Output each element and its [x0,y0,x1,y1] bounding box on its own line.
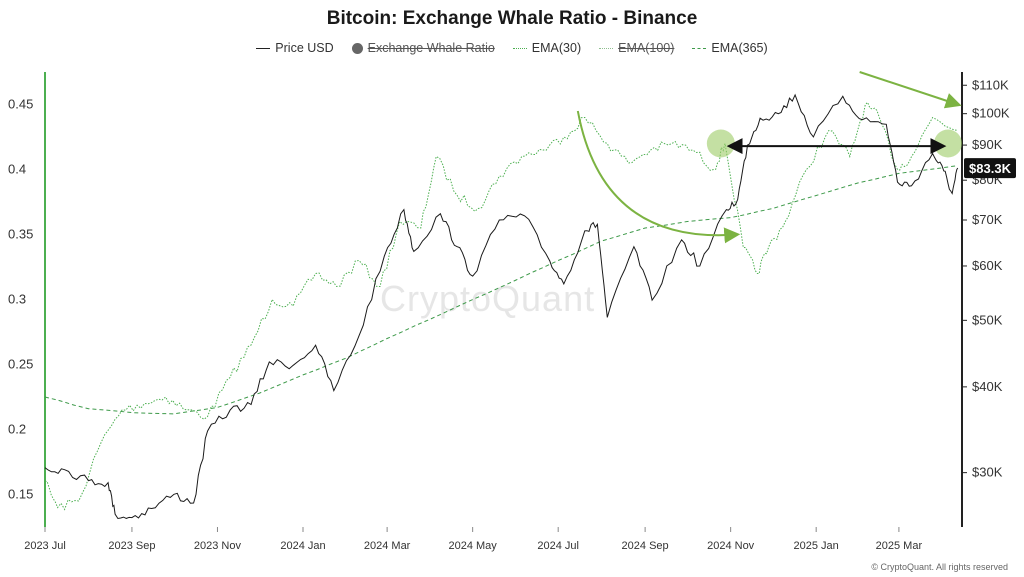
right-tick-label: $110K [972,77,1009,92]
chart-title: Bitcoin: Exchange Whale Ratio - Binance [326,8,698,29]
right-tick-label: $60K [972,258,1003,273]
legend-label: EMA(100) [618,41,675,55]
left-tick-label: 0.45 [8,97,33,112]
x-tick-label: 2024 Sep [622,540,669,552]
annotation-highlight-circle [933,129,962,158]
x-tick-label: 2024 Jan [280,540,325,552]
right-tick-label: $90K [972,137,1003,152]
x-tick-label: 2024 May [448,540,497,552]
legend-item-whale-ratio[interactable]: Exchange Whale Ratio [351,41,495,55]
legend-item-ema365[interactable]: EMA(365) [692,41,768,55]
x-tick-label: 2023 Sep [108,540,155,552]
series-ema365-line [44,165,958,415]
x-tick-label: 2024 Mar [364,540,411,552]
left-tick-label: 0.25 [8,357,33,372]
right-tick-label: $50K [972,312,1003,327]
legend-label: Exchange Whale Ratio [367,41,495,55]
ema100-swatch [599,47,614,49]
x-tick-label: 2024 Nov [707,540,755,552]
right-tick-label: $100K [972,106,1010,121]
left-tick-label: 0.4 [8,162,26,177]
right-tick-label: $30K [972,465,1003,480]
legend-item-ema30[interactable]: EMA(30) [512,41,582,55]
left-tick-label: 0.15 [8,487,33,502]
legend-item-ema100[interactable]: EMA(100) [599,41,674,55]
chart-legend: Price USD Exchange Whale Ratio EMA(30) E… [0,41,1024,55]
series-ema30-line [44,101,958,511]
whale-ratio-swatch [351,42,363,54]
x-tick-label: 2023 Jul [24,540,66,552]
x-tick-label: 2023 Nov [194,540,242,552]
x-tick-label: 2024 Jul [537,540,579,552]
annotation-curved-arrow [576,110,741,244]
right-tick-label: $40K [972,379,1003,394]
annotation-highlight-circle [706,129,735,158]
left-tick-label: 0.35 [8,227,33,242]
price-tag-label: $83.3K [969,161,1012,176]
price-tag-box [964,158,1016,179]
ema365-swatch [692,47,707,49]
watermark: CryptoQuant [380,278,596,319]
legend-label: EMA(30) [531,41,582,55]
x-tick-label: 2025 Jan [794,540,839,552]
annotation-straight-arrow [859,71,962,109]
legend-item-price[interactable]: Price USD [256,41,334,55]
x-tick-label: 2025 Mar [876,540,923,552]
left-tick-label: 0.2 [8,422,26,437]
price-swatch [256,47,271,49]
series-price-line [44,93,959,520]
footer-copyright: © CryptoQuant. All rights reserved [871,562,1008,572]
right-tick-label: $70K [972,212,1003,227]
legend-label: EMA(365) [711,41,768,55]
ema30-swatch [512,47,527,49]
left-tick-label: 0.3 [8,292,26,307]
legend-label: Price USD [275,41,334,55]
